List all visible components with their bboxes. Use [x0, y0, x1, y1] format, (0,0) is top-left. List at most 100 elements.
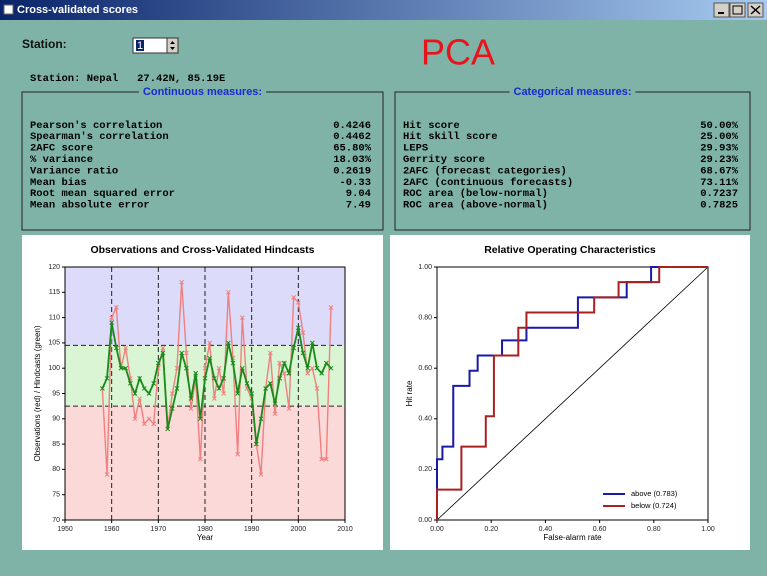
measure-name: Mean bias — [30, 177, 87, 189]
y-tick-label: 0.00 — [418, 517, 432, 524]
point-marker — [207, 340, 213, 346]
maximize-button[interactable] — [729, 2, 746, 18]
window-buttons[interactable] — [713, 2, 764, 18]
y-tick-label: 110 — [49, 314, 60, 321]
y-tick-label: 0.20 — [418, 466, 432, 473]
x-tick-label: 0.60 — [593, 526, 607, 533]
measure-value: 0.7237 — [700, 188, 738, 200]
x-tick-label: 1970 — [151, 526, 167, 533]
x-tick-label: 2000 — [291, 526, 307, 533]
roc-panel — [390, 235, 750, 550]
measure-value: 65.80% — [333, 143, 372, 155]
point-marker — [319, 370, 325, 376]
group-title: Categorical measures: — [514, 86, 632, 98]
point-marker — [193, 370, 199, 376]
point-marker — [272, 411, 278, 417]
point-marker — [239, 365, 245, 371]
measure-value: 0.2619 — [333, 165, 371, 177]
minimize-button[interactable] — [713, 2, 730, 18]
chart-title: Observations and Cross-Validated Hindcas… — [90, 244, 314, 256]
point-marker — [295, 300, 301, 305]
point-marker — [319, 456, 325, 462]
point-marker — [179, 279, 185, 285]
point-marker — [207, 355, 213, 361]
x-tick-label: 0.40 — [539, 526, 553, 533]
y-tick-label: 80 — [52, 466, 60, 473]
close-icon — [750, 5, 761, 15]
point-marker — [99, 386, 105, 391]
measure-name: ROC area (below-normal) — [403, 188, 548, 200]
point-marker — [286, 370, 292, 376]
point-marker — [281, 360, 287, 366]
y-tick-label: 115 — [49, 289, 60, 296]
point-marker — [300, 350, 306, 356]
point-marker — [249, 391, 255, 396]
y-tick-label: 100 — [48, 365, 60, 372]
point-marker — [137, 375, 143, 381]
measure-value: 29.23% — [700, 154, 739, 166]
point-marker — [104, 472, 110, 477]
maximize-icon — [732, 5, 743, 15]
chart-title: Relative Operating Characteristics — [484, 244, 656, 256]
point-marker — [309, 340, 315, 346]
point-marker — [202, 375, 208, 381]
point-marker — [286, 406, 292, 412]
point-marker — [253, 441, 259, 447]
measure-name: Gerrity score — [403, 154, 485, 166]
x-axis-label: False-alarm rate — [543, 533, 602, 542]
plot-frame — [436, 266, 709, 521]
point-marker — [132, 391, 138, 396]
point-marker — [225, 340, 231, 346]
point-marker — [146, 416, 152, 422]
point-marker — [146, 391, 152, 396]
x-tick-label: 0.00 — [430, 526, 444, 533]
y-tick-label: 105 — [48, 340, 60, 347]
measure-name: 2AFC score — [30, 143, 93, 155]
measure-value: 73.11% — [700, 177, 739, 189]
x-tick-label: 1960 — [104, 526, 120, 533]
point-marker — [277, 360, 283, 366]
point-marker — [328, 305, 334, 310]
point-marker — [118, 365, 124, 371]
point-marker — [314, 386, 320, 391]
measure-name: Root mean squared error — [30, 188, 175, 200]
x-tick-label: 1950 — [57, 526, 73, 533]
x-tick-label: 1.00 — [701, 526, 715, 533]
measure-value: 18.03% — [333, 154, 372, 166]
point-marker — [267, 350, 273, 356]
y-tick-label: 1.00 — [418, 264, 432, 271]
point-marker — [151, 381, 157, 386]
y-axis-label: Hit rate — [405, 380, 414, 406]
point-marker — [113, 345, 119, 351]
point-marker — [160, 350, 166, 356]
window-title: Cross-validated scores — [17, 4, 138, 16]
spinner-arrows — [170, 41, 175, 50]
measure-name: Hit score — [403, 120, 460, 132]
spinner[interactable] — [166, 37, 179, 54]
measure-name: LEPS — [403, 143, 428, 155]
point-marker — [235, 451, 241, 457]
measure-value: 29.93% — [700, 143, 739, 155]
point-marker — [141, 421, 147, 427]
point-marker — [291, 295, 297, 300]
point-marker — [225, 289, 231, 295]
point-marker — [295, 325, 301, 331]
point-marker — [216, 365, 222, 371]
point-marker — [230, 360, 236, 366]
x-tick-label: 2010 — [337, 526, 353, 533]
x-tick-label: 1990 — [244, 526, 260, 533]
point-marker — [328, 365, 334, 371]
measure-name: Spearman's correlation — [30, 131, 169, 143]
y-axis-label: Observations (red) / Hindcasts (green) — [33, 325, 42, 461]
measure-value: 9.04 — [346, 188, 371, 200]
y-tick-label: 75 — [52, 492, 60, 499]
measure-value: 25.00% — [700, 131, 739, 143]
point-marker — [123, 345, 129, 351]
y-tick-label: 0.60 — [418, 365, 432, 372]
y-tick-label: 90 — [52, 416, 60, 423]
point-marker — [267, 381, 273, 386]
measure-name: Hit skill score — [403, 131, 498, 143]
measure-value: 0.4246 — [333, 120, 371, 132]
point-marker — [305, 370, 311, 376]
